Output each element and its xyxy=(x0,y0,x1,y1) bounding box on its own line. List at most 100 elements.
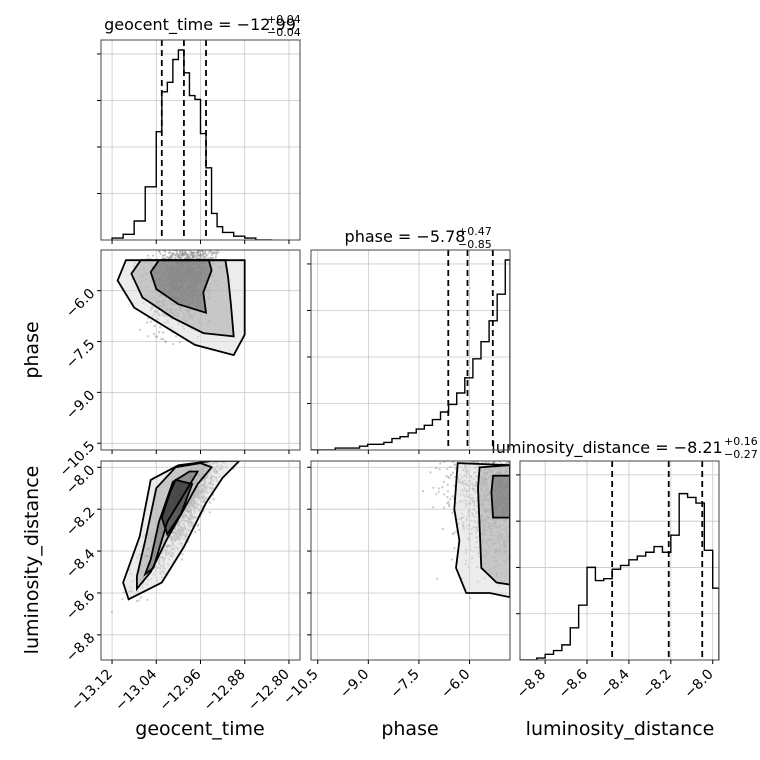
sample-point xyxy=(171,241,173,243)
sample-point xyxy=(521,507,523,509)
sample-point xyxy=(512,491,514,493)
sample-point xyxy=(213,454,215,456)
sample-point xyxy=(514,510,516,512)
sample-point xyxy=(192,255,195,258)
sample-point xyxy=(512,471,514,473)
hist-panel-phase xyxy=(307,249,511,451)
sample-point xyxy=(213,450,215,452)
hist-panel-phase-frame xyxy=(310,249,511,451)
sample-point xyxy=(496,430,498,432)
sample-point xyxy=(176,253,179,256)
sample-point xyxy=(531,532,533,534)
sample-point xyxy=(220,441,222,443)
sample-point xyxy=(505,433,507,435)
sample-point xyxy=(182,236,184,238)
sample-point xyxy=(488,412,490,414)
sample-point xyxy=(481,461,484,464)
sample-point xyxy=(532,462,534,464)
sample-point xyxy=(174,247,176,249)
sample-point xyxy=(508,457,510,459)
sample-point xyxy=(514,557,516,559)
sample-point xyxy=(210,247,212,249)
histogram-geocent_time xyxy=(111,49,273,240)
sample-point xyxy=(477,452,479,454)
sample-point xyxy=(163,246,165,248)
sample-point xyxy=(532,503,534,505)
sample-point xyxy=(178,223,180,225)
sample-point xyxy=(174,225,176,227)
sample-point xyxy=(225,456,227,458)
sample-point xyxy=(477,446,479,448)
sample-point xyxy=(188,246,190,248)
sample-point xyxy=(443,506,446,509)
title-phase: phase = −5.78 xyxy=(345,227,466,246)
sample-point xyxy=(558,486,560,488)
contour-line-2 xyxy=(135,462,214,592)
sample-point xyxy=(465,458,467,460)
sample-point xyxy=(513,560,515,562)
sample-point xyxy=(475,434,477,436)
sample-point xyxy=(513,467,515,469)
sample-point xyxy=(529,414,531,416)
sample-point xyxy=(514,502,516,504)
sample-point xyxy=(512,512,514,514)
sample-point xyxy=(486,427,488,429)
sample-point xyxy=(180,247,182,249)
sample-point xyxy=(532,479,534,481)
sample-point xyxy=(195,247,197,249)
sample-point xyxy=(539,495,541,497)
sample-point xyxy=(189,254,192,257)
sample-point xyxy=(220,457,222,459)
sample-point xyxy=(192,254,195,257)
histogram-phase xyxy=(311,259,510,450)
sample-point xyxy=(204,250,207,253)
sample-point xyxy=(446,502,449,505)
sample-point xyxy=(522,510,524,512)
sample-point xyxy=(171,254,174,257)
sample-point xyxy=(516,486,518,488)
sample-point xyxy=(223,446,225,448)
sample-point xyxy=(179,229,181,231)
sample-point xyxy=(212,252,215,255)
sample-point xyxy=(250,389,252,391)
sample-point xyxy=(492,461,495,464)
sample-point xyxy=(191,223,193,225)
sample-point xyxy=(447,500,450,503)
sample-point xyxy=(474,457,476,459)
tick-label-x-phase: −7.5 xyxy=(388,666,423,701)
sample-point xyxy=(453,464,456,467)
sample-point xyxy=(550,465,552,467)
sample-point xyxy=(515,502,517,504)
sample-point xyxy=(542,483,544,485)
sample-point xyxy=(531,496,533,498)
sample-point xyxy=(160,242,162,244)
sample-point xyxy=(166,256,169,259)
sample-point xyxy=(158,250,161,253)
sample-point xyxy=(184,250,187,253)
sample-point xyxy=(138,328,141,331)
sample-point xyxy=(481,444,483,446)
sample-point xyxy=(201,237,203,239)
sample-point xyxy=(560,467,562,469)
sample-point xyxy=(466,456,468,458)
sample-point xyxy=(520,492,522,494)
sample-point xyxy=(165,234,167,236)
sample-point xyxy=(195,198,197,200)
sample-point xyxy=(186,242,188,244)
sample-point xyxy=(512,505,514,507)
tick-label-x-luminosity_distance: −8.8 xyxy=(514,666,549,701)
sample-point xyxy=(530,524,532,526)
sample-point xyxy=(197,254,201,257)
sample-point xyxy=(498,459,500,461)
contour-line-1 xyxy=(143,470,200,577)
sample-point xyxy=(168,244,170,246)
sample-point xyxy=(213,251,216,254)
sample-point xyxy=(505,462,508,465)
sample-point xyxy=(210,458,212,460)
sample-point xyxy=(513,466,515,468)
sample-point xyxy=(203,241,205,243)
sample-point xyxy=(180,241,182,243)
sample-point xyxy=(487,461,490,464)
sample-point xyxy=(158,330,161,334)
sample-point xyxy=(567,583,569,585)
